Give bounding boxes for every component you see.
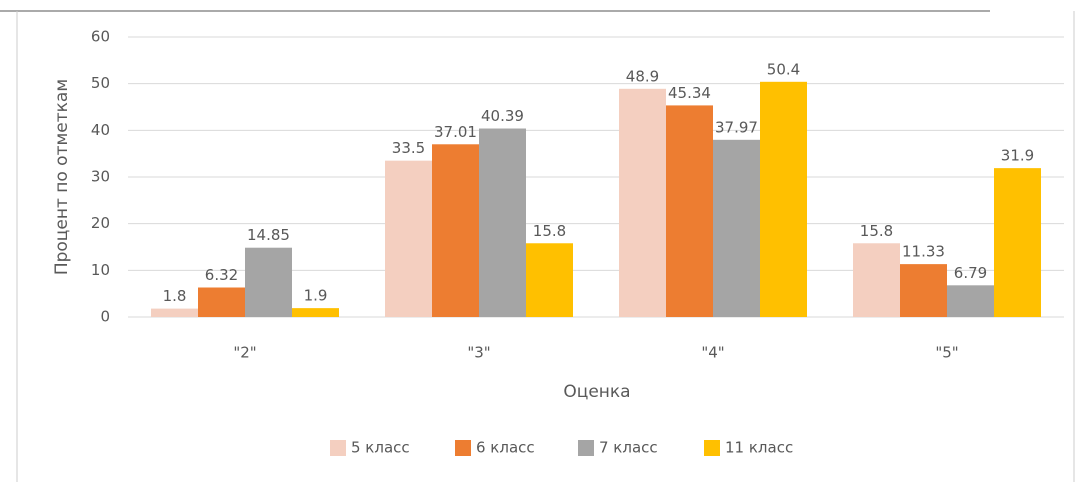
x-tick-label: "5" (935, 344, 958, 362)
bar (947, 285, 994, 317)
bar (900, 264, 947, 317)
y-tick-label: 10 (91, 261, 110, 279)
bar (666, 105, 713, 317)
x-axis-title: Оценка (563, 382, 630, 402)
bar (713, 139, 760, 317)
bar (853, 243, 900, 317)
bar (432, 144, 479, 317)
y-tick-label: 30 (91, 168, 110, 186)
data-label: 31.9 (1001, 147, 1034, 165)
data-label: 33.5 (392, 139, 425, 157)
legend-label: 11 класс (725, 439, 793, 457)
data-label: 37.97 (715, 118, 758, 136)
bar (479, 128, 526, 317)
bar (198, 287, 245, 317)
legend-swatch (455, 440, 471, 456)
y-tick-label: 40 (91, 121, 110, 139)
legend-swatch (578, 440, 594, 456)
bar (151, 308, 198, 317)
data-label: 15.8 (533, 222, 566, 240)
bar (760, 81, 807, 317)
data-label: 45.34 (668, 84, 711, 102)
bar (526, 243, 573, 317)
y-axis-title: Процент по отметкам (52, 79, 72, 275)
data-label: 50.4 (767, 60, 800, 78)
bar (292, 308, 339, 317)
legend-swatch (330, 440, 346, 456)
bar (245, 247, 292, 317)
bar (994, 168, 1041, 317)
legend-label: 5 класс (351, 439, 410, 457)
data-label: 37.01 (434, 123, 477, 141)
bar (619, 88, 666, 317)
y-tick-label: 0 (100, 308, 110, 326)
x-tick-label: "2" (233, 344, 256, 362)
data-label: 11.33 (902, 243, 945, 261)
data-label: 14.85 (247, 226, 290, 244)
data-label: 48.9 (626, 67, 659, 85)
data-label: 40.39 (481, 107, 524, 125)
legend-label: 7 класс (599, 439, 658, 457)
y-tick-label: 50 (91, 74, 110, 92)
legend-label: 6 класс (476, 439, 535, 457)
data-label: 15.8 (860, 222, 893, 240)
y-tick-label: 20 (91, 214, 110, 232)
y-tick-label: 60 (91, 28, 110, 46)
data-label: 1.8 (163, 287, 187, 305)
bar (385, 160, 432, 317)
data-label: 6.32 (205, 266, 238, 284)
data-label: 6.79 (954, 264, 987, 282)
x-tick-label: "4" (701, 344, 724, 362)
x-tick-label: "3" (467, 344, 490, 362)
legend-swatch (704, 440, 720, 456)
data-label: 1.9 (304, 287, 328, 305)
